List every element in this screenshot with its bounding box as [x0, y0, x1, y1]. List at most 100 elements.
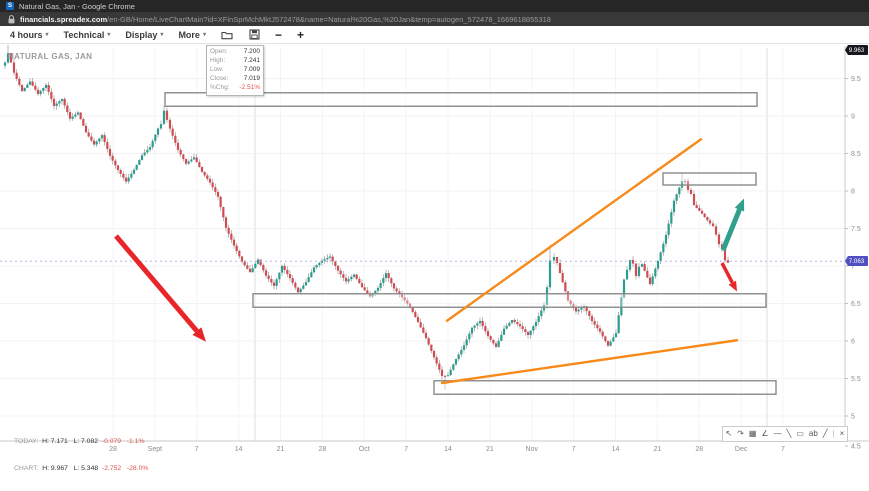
- zoom-in-button[interactable]: +: [296, 27, 304, 42]
- window-title: Natural Gas, Jan - Google Chrome: [19, 1, 135, 11]
- cursor-tool-icon[interactable]: ↖: [725, 429, 733, 438]
- svg-text:6.5: 6.5: [851, 301, 861, 308]
- svg-text:21: 21: [653, 446, 661, 453]
- trendline-tool-icon[interactable]: ╲: [786, 429, 792, 438]
- svg-text:Nov: Nov: [526, 446, 539, 453]
- bearish-scenario-arrow-head: [728, 280, 737, 292]
- svg-text:7: 7: [851, 264, 855, 271]
- svg-text:5: 5: [851, 414, 855, 421]
- plus-icon: +: [296, 27, 304, 42]
- chevron-down-icon: ▾: [160, 32, 164, 38]
- resistance-zone-right[interactable]: [662, 172, 757, 186]
- browser-urlbar[interactable]: financials.spreadex.com/en-GB/Home/LiveC…: [0, 12, 869, 26]
- support-zone-bottom[interactable]: [433, 380, 777, 395]
- svg-text:6: 6: [851, 339, 855, 346]
- svg-text:8: 8: [851, 189, 855, 196]
- current-price-badge: 7.063: [845, 256, 868, 266]
- text-tool-icon[interactable]: ab: [808, 429, 818, 438]
- chart-area: 28 Sept 7 14 21 28 Oct 7 14 21 Nov 7 14 21 28 Dec 7 9.5 9 8…: [0, 44, 869, 472]
- svg-text:7: 7: [781, 446, 785, 453]
- chart-toolbar: 4 hours ▾ Technical ▾ Display ▾ More ▾ −…: [0, 26, 869, 44]
- bullish-scenario-arrow[interactable]: [720, 208, 742, 252]
- low-value: 7.009: [243, 65, 260, 73]
- minus-icon: −: [274, 27, 282, 42]
- display-label: Display: [125, 29, 158, 40]
- freehand-tool-icon[interactable]: ↷: [737, 429, 744, 438]
- svg-text:4.5: 4.5: [851, 444, 861, 451]
- svg-text:Dec: Dec: [735, 446, 748, 453]
- svg-text:7: 7: [404, 446, 408, 453]
- chart-svg[interactable]: 28 Sept 7 14 21 28 Oct 7 14 21 Nov 7 14 21 28 Dec 7 9.5 9 8…: [0, 44, 869, 457]
- svg-text:9.5: 9.5: [851, 76, 861, 83]
- chart-stats-row: CHART: H: 9.967 L: 5.348 -2.752 -28.0%: [14, 464, 148, 473]
- ray-tool-icon[interactable]: ╱: [822, 429, 828, 438]
- open-chart-button[interactable]: [221, 30, 234, 40]
- chart-change: -2.752 -28.0%: [101, 465, 149, 472]
- svg-text:28: 28: [695, 446, 703, 453]
- svg-text:14: 14: [444, 446, 452, 453]
- timeframe-label: 4 hours: [10, 29, 43, 40]
- rectangle-tool-icon[interactable]: ▭: [796, 429, 804, 438]
- rising-trendline-shallow[interactable]: [440, 339, 739, 385]
- site-favicon: S: [6, 2, 14, 10]
- svg-text:14: 14: [235, 446, 243, 453]
- lock-icon: [8, 14, 15, 23]
- bearish-scenario-arrow[interactable]: [720, 262, 734, 284]
- ohlc-high-row: High: 7.241: [210, 57, 260, 66]
- svg-text:5.5: 5.5: [851, 376, 861, 383]
- technical-label: Technical: [63, 29, 105, 40]
- display-dropdown[interactable]: Display ▾: [125, 30, 163, 40]
- timeframe-dropdown[interactable]: 4 hours ▾: [10, 30, 49, 40]
- support-zone-mid[interactable]: [252, 293, 767, 308]
- ohlc-close-row: Close: 7.019: [210, 75, 260, 84]
- ohlc-open-row: Open: 7.200: [210, 48, 260, 57]
- svg-text:7.5: 7.5: [851, 226, 861, 233]
- svg-text:7: 7: [572, 446, 576, 453]
- today-change: -0.079 -1.1%: [101, 438, 145, 445]
- high-price-badge: 9.963: [845, 45, 868, 55]
- svg-text:Oct: Oct: [359, 446, 370, 453]
- delete-tool-icon[interactable]: ×: [839, 429, 845, 438]
- grid-tool-icon[interactable]: ▦: [748, 429, 757, 438]
- open-value: 7.200: [243, 48, 260, 55]
- downtrend-arrow[interactable]: [114, 234, 199, 333]
- horizontal-line-tool-icon[interactable]: —: [773, 429, 782, 438]
- folder-open-icon: [221, 31, 233, 39]
- high-value: 7.241: [243, 56, 260, 64]
- svg-text:28: 28: [109, 446, 117, 453]
- more-label: More: [178, 29, 200, 40]
- svg-text:21: 21: [486, 446, 494, 453]
- chevron-down-icon: ▾: [202, 32, 206, 38]
- drawing-toolbar: ↖ ↷ ▦ ∠ — ╲ ▭ ab ╱ | ×: [722, 426, 848, 442]
- open-label: Open:: [210, 48, 228, 55]
- today-stats-row: TODAY: H: 7.171 L: 7.082 -0.079 -1.1%: [14, 437, 148, 446]
- zoom-out-button[interactable]: −: [274, 27, 282, 42]
- close-label: Close:: [210, 74, 229, 82]
- save-icon: [249, 29, 260, 40]
- save-chart-button[interactable]: [249, 29, 260, 40]
- chart-title: NATURAL GAS, JAN: [8, 52, 93, 61]
- svg-text:21: 21: [277, 446, 285, 453]
- svg-text:9: 9: [851, 114, 855, 121]
- ohlc-info-box: Open: 7.200 High: 7.241 Low: 7.009 Close…: [206, 45, 264, 96]
- chevron-down-icon: ▾: [107, 32, 111, 38]
- today-high-low: H: 7.171 L: 7.082: [42, 438, 99, 445]
- technical-dropdown[interactable]: Technical ▾: [64, 30, 111, 40]
- ohlc-low-row: Low: 7.009: [210, 66, 260, 75]
- ohlc-chg-row: %Chg: -2.51%: [210, 84, 260, 93]
- url-path: /en-GB/Home/LiveChartMain?id=XFinSprMchM…: [107, 14, 551, 24]
- svg-text:8.5: 8.5: [851, 151, 861, 158]
- more-dropdown[interactable]: More ▾: [178, 30, 206, 40]
- rising-trendline-steep[interactable]: [445, 138, 703, 322]
- resistance-zone-top[interactable]: [164, 92, 758, 107]
- close-value: 7.019: [243, 74, 260, 82]
- downtrend-arrow-head: [192, 327, 206, 342]
- svg-text:28: 28: [318, 446, 326, 453]
- svg-text:Sept: Sept: [148, 446, 162, 453]
- low-label: Low:: [210, 65, 224, 73]
- channel-tool-icon[interactable]: ∠: [761, 429, 769, 438]
- high-label: High:: [210, 56, 226, 64]
- chart-label: CHART:: [14, 465, 39, 472]
- toolbar-divider: |: [832, 429, 835, 438]
- chart-high-low: H: 9.967 L: 5.348: [42, 465, 99, 472]
